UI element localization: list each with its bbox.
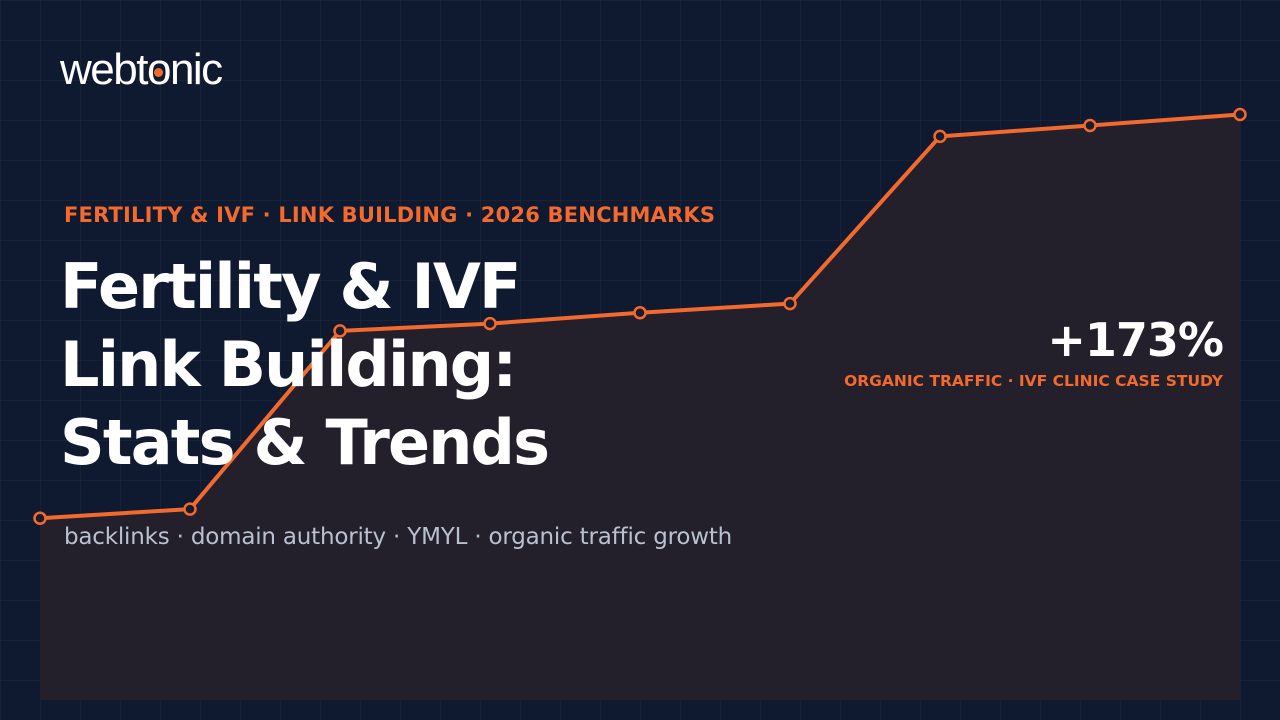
logo-o-mark: o	[147, 44, 171, 96]
logo-text-end: nic	[169, 45, 223, 94]
data-point	[1083, 118, 1097, 133]
data-point	[1233, 107, 1247, 122]
data-point	[333, 324, 347, 338]
stat-label: ORGANIC TRAFFIC · IVF CLINIC CASE STUDY	[844, 372, 1223, 390]
title-line-1: Fertility & IVF	[60, 250, 521, 323]
logo-text-start: webt	[60, 45, 148, 94]
traffic-area-fill	[40, 114, 1240, 700]
title-line-3: Stats & Trends	[60, 406, 550, 479]
data-point	[483, 316, 497, 331]
stat-callout: +173% ORGANIC TRAFFIC · IVF CLINIC CASE …	[844, 310, 1224, 390]
data-point	[183, 502, 197, 516]
page-title: Fertility & IVF Link Building: Stats & T…	[60, 248, 550, 482]
stat-value: +173%	[1047, 313, 1224, 367]
kicker-text: FERTILITY & IVF · LINK BUILDING · 2026 B…	[64, 203, 716, 227]
data-point	[933, 129, 947, 144]
webtonic-logo: webtonic	[60, 44, 223, 96]
data-point	[33, 511, 47, 525]
data-point	[633, 305, 647, 320]
title-line-2: Link Building:	[60, 328, 517, 401]
data-point	[783, 296, 797, 311]
subtitle-tags: backlinks · domain authority · YMYL · or…	[64, 524, 733, 550]
logo-dot-icon	[153, 68, 163, 78]
